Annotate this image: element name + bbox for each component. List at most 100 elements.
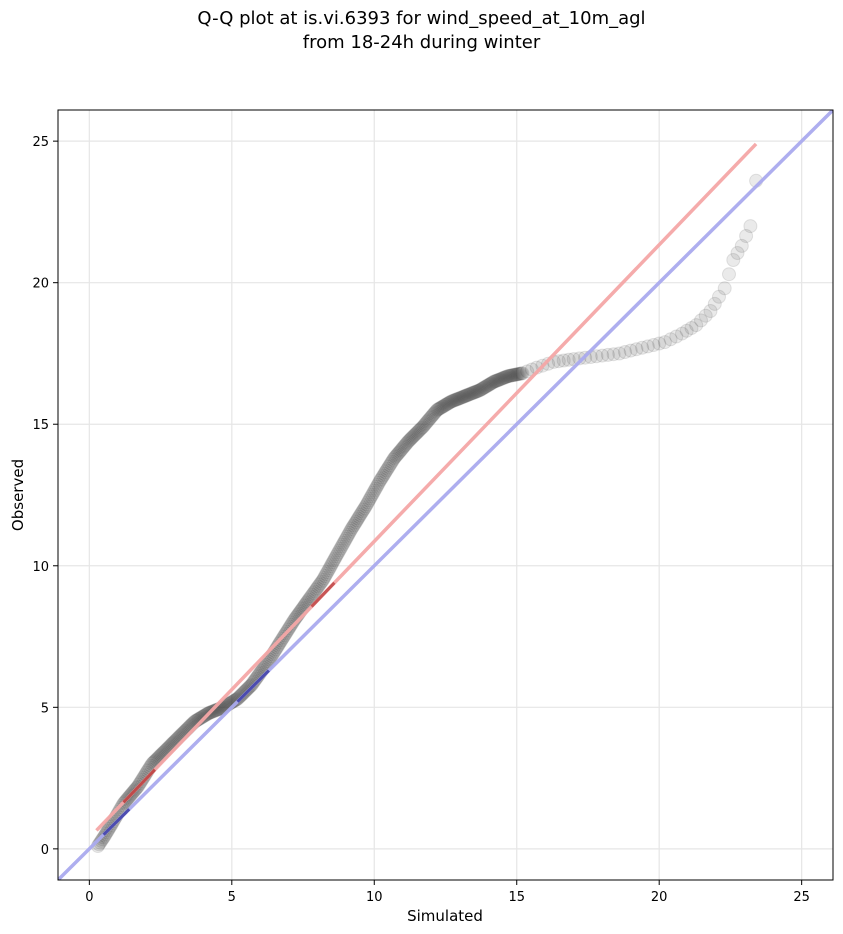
data-point — [694, 313, 708, 328]
data-point — [207, 703, 222, 718]
data-point — [365, 487, 380, 502]
data-point — [412, 423, 427, 438]
data-point — [451, 391, 466, 406]
data-point — [469, 384, 484, 399]
data-point — [400, 435, 415, 450]
data-point — [409, 426, 424, 441]
data-point — [448, 392, 463, 407]
y-tick-label: 5 — [41, 701, 49, 716]
data-point — [96, 830, 111, 845]
chart-subtitle: from 18-24h during winter — [302, 32, 541, 53]
data-point — [438, 397, 453, 412]
data-point — [640, 339, 655, 354]
data-point — [514, 366, 529, 381]
data-point — [340, 529, 355, 544]
data-point — [333, 541, 348, 556]
data-point — [481, 378, 496, 392]
data-point — [403, 432, 418, 446]
y-tick-label: 15 — [32, 418, 49, 433]
data-point — [356, 502, 371, 517]
data-point — [426, 407, 441, 421]
data-point — [450, 392, 465, 406]
data-point — [377, 466, 392, 481]
data-point — [405, 429, 420, 444]
data-point — [367, 483, 382, 498]
data-point — [394, 442, 409, 457]
x-tick-label: 15 — [508, 890, 525, 905]
data-point — [335, 537, 350, 552]
reference-lines — [58, 110, 833, 880]
data-point — [310, 581, 324, 596]
data-point — [408, 427, 422, 442]
data-point — [272, 636, 287, 651]
data-point — [561, 352, 576, 367]
data-point — [322, 561, 337, 576]
data-point — [492, 372, 507, 387]
data-point — [285, 616, 300, 630]
data-point — [332, 543, 347, 558]
data-point — [369, 479, 384, 494]
data-point — [502, 368, 517, 383]
identity-line — [58, 110, 833, 880]
x-axis-label: Simulated — [407, 907, 483, 925]
data-point — [424, 409, 439, 424]
fit-line-overlay — [310, 581, 336, 608]
data-point — [318, 569, 333, 583]
data-point — [675, 326, 689, 341]
data-point — [355, 504, 370, 519]
data-point — [515, 366, 530, 381]
fit-line-overlay — [122, 768, 156, 804]
data-point — [345, 520, 360, 535]
data-point — [341, 527, 356, 542]
data-point — [468, 385, 483, 399]
data-point — [136, 770, 151, 785]
data-point — [419, 416, 433, 431]
data-point — [326, 553, 341, 568]
data-point — [329, 549, 344, 564]
data-point — [684, 321, 699, 335]
data-point — [236, 686, 250, 701]
data-point — [493, 372, 508, 387]
data-point — [374, 472, 389, 487]
data-point — [389, 448, 404, 463]
data-point — [314, 574, 329, 589]
data-point — [431, 402, 445, 417]
data-point — [458, 388, 473, 403]
data-point — [376, 468, 391, 483]
axis-ticks: 0 5 10 15 20 25 0 5 10 15 20 25 — [32, 135, 809, 905]
data-point — [460, 388, 475, 402]
fit-line — [95, 142, 758, 832]
data-point — [572, 351, 587, 366]
data-point — [411, 424, 426, 439]
grid — [58, 110, 833, 880]
data-point — [350, 513, 364, 528]
data-point — [195, 709, 210, 724]
data-point — [589, 349, 604, 364]
data-point — [499, 370, 513, 384]
y-tick-label: 25 — [32, 135, 49, 150]
data-point — [669, 329, 684, 344]
data-point — [485, 375, 500, 390]
data-point — [501, 369, 516, 384]
data-point — [238, 684, 253, 699]
data-point — [491, 373, 506, 387]
data-point — [240, 682, 255, 696]
data-point — [425, 408, 440, 423]
data-point — [496, 370, 511, 385]
data-point — [503, 368, 518, 383]
data-point — [505, 368, 520, 383]
data-point — [646, 338, 661, 352]
y-tick-label: 10 — [32, 560, 49, 575]
data-point — [229, 692, 244, 707]
data-point — [243, 678, 258, 693]
data-point — [459, 388, 474, 403]
data-point — [484, 376, 499, 391]
data-point — [513, 366, 528, 381]
data-point — [508, 367, 523, 382]
data-point — [476, 381, 490, 396]
data-point — [261, 654, 276, 669]
y-tick-label: 0 — [41, 843, 49, 858]
data-point — [618, 345, 632, 359]
data-point — [343, 523, 358, 538]
